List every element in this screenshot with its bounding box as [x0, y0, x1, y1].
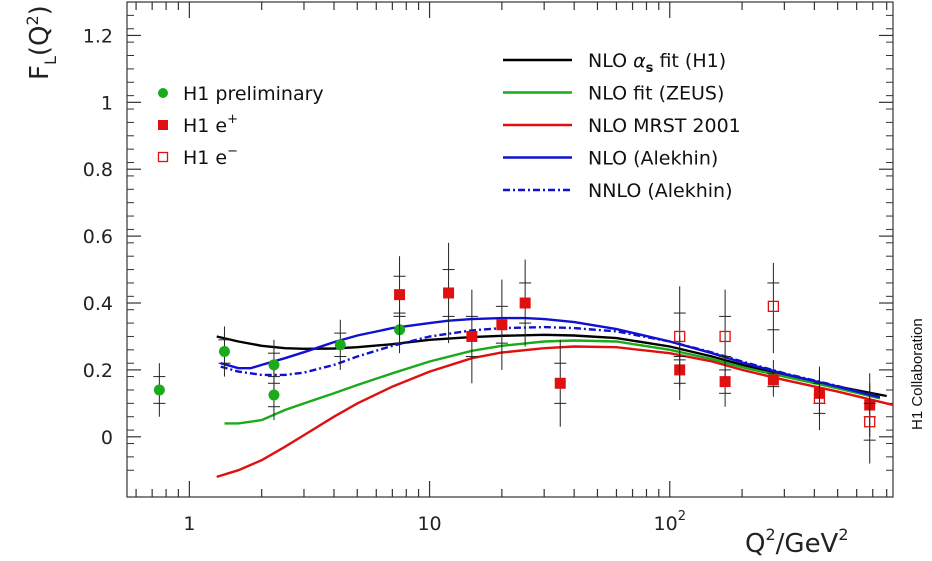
legend-marker: [158, 88, 168, 98]
curve-line: [220, 316, 881, 399]
y-axis-label-close: ): [25, 5, 55, 15]
x-tick-label-base: 10: [417, 513, 441, 535]
x-tick-label: 10: [417, 513, 441, 535]
data-point: [394, 289, 406, 301]
legend-label: NLO αs fit (H1): [588, 50, 726, 76]
data-point: [334, 339, 346, 351]
tick-labels: 00.20.40.60.811.21 10 102: [83, 25, 686, 535]
y-axis-label: FL(Q2): [23, 5, 60, 80]
legend-label-text: NNLO (Alekhin): [588, 180, 733, 202]
y-tick-label: 1.2: [83, 25, 113, 47]
axis-ticks: [127, 2, 893, 497]
data-point: [519, 297, 531, 309]
y-axis-label-sup: 2: [23, 15, 42, 25]
x-axis-label-main: Q: [745, 529, 765, 559]
legend-label-greek: α: [633, 50, 646, 72]
data-point: [554, 377, 566, 389]
data-point: [153, 384, 165, 396]
curve-line: [216, 345, 894, 479]
y-tick-label: 0.6: [83, 226, 113, 248]
data-point: [268, 389, 280, 401]
y-tick-label: 0.8: [83, 159, 113, 181]
curve-line: [224, 339, 881, 425]
data-points: [153, 242, 876, 464]
data-point: [864, 416, 876, 428]
x-axis-label-mid: /GeV: [776, 529, 839, 559]
y-tick-label: 1: [101, 92, 113, 114]
legend-label: NLO (Alekhin): [588, 148, 718, 170]
legend-label-text: H1 e: [183, 115, 227, 137]
legend-label-text: NLO (Alekhin): [588, 148, 718, 170]
data-point: [674, 330, 686, 343]
collaboration-label: H1 Collaboration: [909, 318, 926, 430]
y-axis-label-sub: L: [41, 56, 60, 65]
x-tick-label-sup: 2: [678, 509, 686, 524]
legend-curves: NLO αs fit (H1) NLO fit (ZEUS) NLO MRST 20…: [503, 50, 741, 202]
data-point: [496, 319, 508, 331]
legend-label-sup: −: [227, 144, 238, 159]
x-tick-label: 102: [654, 509, 686, 535]
legend-label: NLO MRST 2001: [588, 115, 741, 137]
curve-line: [216, 333, 887, 398]
legend-label-text: NLO MRST 2001: [588, 115, 741, 137]
data-point: [466, 330, 478, 342]
x-axis-label-sup2: 2: [838, 525, 848, 544]
data-point: [719, 376, 731, 388]
legend-label: NLO fit (ZEUS): [588, 83, 724, 105]
x-tick-label-base: 1: [183, 513, 195, 535]
data-point: [443, 287, 455, 299]
curve-line: [220, 325, 881, 399]
legend-label: NNLO (Alekhin): [588, 180, 733, 202]
data-point: [813, 392, 826, 404]
legend-label-text: H1 e: [183, 147, 227, 169]
y-tick-label: 0.4: [83, 293, 113, 315]
legend-label-sub: s: [646, 61, 654, 76]
legend-marker: [157, 151, 169, 163]
data-point: [719, 330, 731, 343]
legend-label-text: NLO fit (ZEUS): [588, 83, 724, 105]
data-point: [767, 300, 780, 313]
y-tick-label: 0.2: [83, 360, 113, 382]
x-tick-label-base: 10: [654, 513, 678, 535]
legend-label-text: H1 preliminary: [183, 83, 324, 105]
x-tick-label: 1: [183, 513, 195, 535]
legend-marker: [158, 120, 168, 130]
plot-frame: [126, 1, 894, 498]
y-tick-label: 0: [101, 427, 113, 449]
y-axis-label-rest: (Q: [25, 26, 55, 57]
data-point: [268, 359, 280, 371]
data-point: [218, 346, 230, 358]
legend-label: H1 e−: [183, 144, 238, 169]
legend-label-text: NLO: [588, 50, 633, 72]
legend-label: H1 preliminary: [183, 83, 324, 105]
data-point: [767, 374, 779, 386]
legend-label: H1 e+: [183, 112, 238, 137]
model-curves: [216, 316, 894, 479]
legend-label-rest: fit (H1): [653, 50, 726, 72]
legend-label-sup: +: [227, 112, 238, 127]
y-axis-label-main: F: [25, 65, 55, 80]
x-axis-label: Q2/GeV2: [745, 525, 849, 559]
x-axis-label-sup: 2: [765, 525, 775, 544]
